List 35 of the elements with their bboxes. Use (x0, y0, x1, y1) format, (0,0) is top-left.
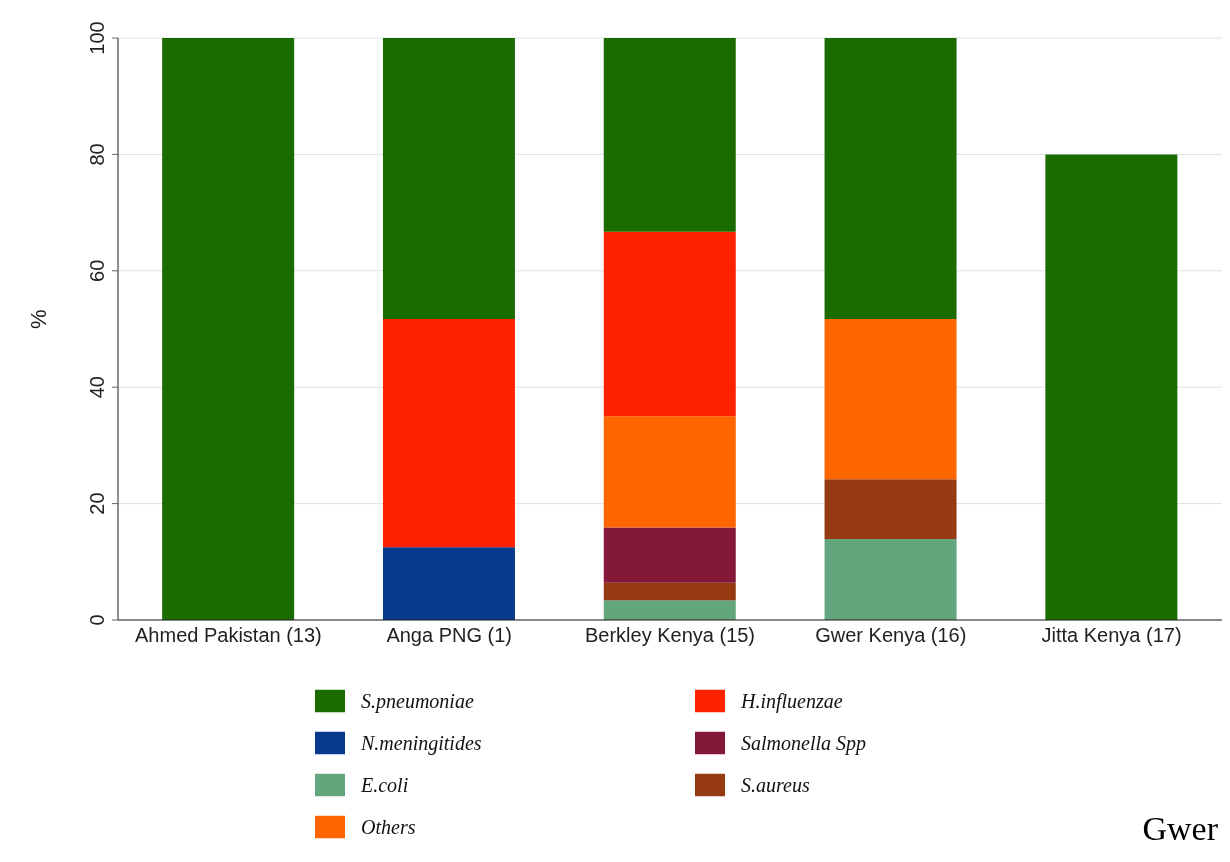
bar (603, 38, 736, 232)
legend-label: Others (361, 815, 416, 838)
bar (603, 416, 736, 528)
legend-label: S.aureus (741, 773, 810, 796)
bar (162, 38, 295, 620)
y-tick-label: 0 (86, 614, 108, 626)
text: Gwer (1142, 810, 1218, 848)
bar (824, 479, 957, 540)
legend-label: H.influenzae (741, 689, 843, 712)
bar (603, 582, 736, 601)
legend-label: Salmonella Spp (741, 731, 866, 754)
bar (824, 38, 957, 320)
bar (603, 527, 736, 583)
x-tick-label: Berkley Kenya (15) (584, 624, 756, 647)
y-tick-label: 20 (86, 492, 108, 515)
y-axis-title: % (25, 309, 51, 329)
bar (824, 539, 957, 620)
x-tick-label: Gwer Kenya (16) (815, 624, 967, 647)
y-tick-label: 80 (86, 143, 108, 166)
bar (382, 38, 515, 320)
x-tick-label: Ahmed Pakistan (13) (135, 624, 322, 647)
x-tick-label: Anga PNG (1) (386, 624, 512, 647)
bar (603, 600, 736, 620)
bar (382, 547, 515, 620)
legend-label: N.meningitides (361, 731, 482, 754)
y-tick-label: 40 (86, 376, 108, 399)
bar (603, 231, 736, 417)
y-tick-label: 100 (86, 21, 108, 55)
legend-label: S.pneumoniae (361, 689, 474, 712)
bar (382, 319, 515, 548)
bar (824, 319, 957, 480)
legend-label: E.coli (361, 773, 409, 796)
bar (1045, 154, 1178, 620)
x-tick-label: Jitta Kenya (17) (1041, 624, 1182, 647)
y-tick-label: 60 (86, 259, 108, 282)
